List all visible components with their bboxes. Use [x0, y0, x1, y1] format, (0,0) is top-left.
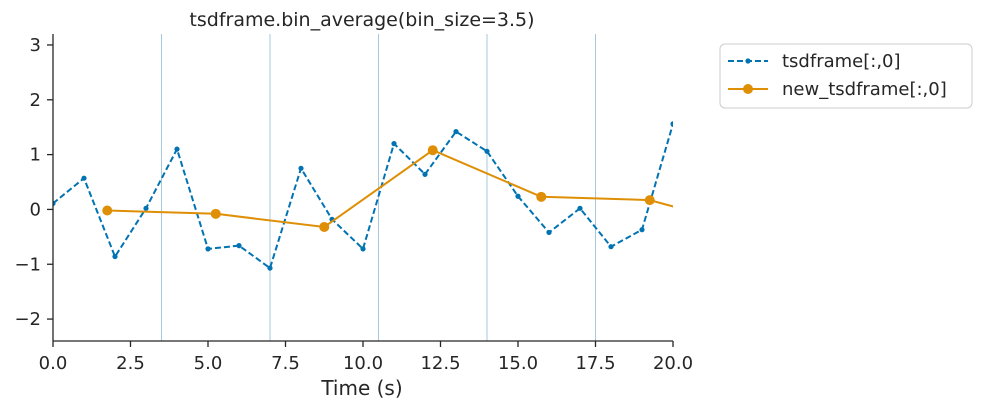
chart-title: tsdframe.bin_average(bin_size=3.5) [189, 9, 534, 31]
series-2-point [427, 145, 438, 156]
series-line-1 [53, 123, 673, 270]
series-1-point [298, 165, 304, 171]
series-1-point [484, 148, 490, 154]
series-1-point [174, 146, 180, 152]
x-tick-label: 0.0 [39, 353, 68, 374]
y-tick-label: −1 [14, 254, 41, 275]
series-group [53, 121, 673, 271]
series-2-point [210, 208, 221, 219]
series-2-point [536, 191, 547, 202]
y-tick-label: −2 [14, 309, 41, 330]
series-1-point [422, 171, 428, 177]
series-2-point [644, 195, 655, 206]
legend-swatch-marker-2 [743, 84, 753, 94]
series-1-point [143, 205, 149, 211]
series-1-point [608, 244, 614, 250]
series-1-point [670, 121, 673, 127]
legend-swatch-marker-1 [745, 58, 751, 64]
series-1-point [360, 246, 366, 252]
legend-label-2: new_tsdframe[:,0] [782, 79, 947, 100]
series-1-point [81, 175, 87, 181]
series-1-point [577, 205, 583, 211]
series-1-point [639, 227, 645, 233]
x-axis-label: Time (s) [320, 376, 402, 400]
x-tick-label: 20.0 [653, 353, 693, 374]
y-tick-label: 2 [30, 90, 41, 111]
series-1-point [236, 243, 242, 249]
y-tick-label: 1 [30, 145, 41, 166]
axes: 0.0 2.5 5.0 7.5 10.0 12.5 15.0 17.5 20.0 −2 −1 0 1 2 3 [14, 34, 693, 374]
series-2-point [102, 205, 113, 216]
x-tick-label: 2.5 [116, 353, 145, 374]
x-tick-label: 17.5 [575, 353, 615, 374]
y-tick-label: 3 [30, 35, 41, 56]
series-1-point [546, 229, 552, 236]
x-tick-label: 10.0 [343, 353, 383, 374]
series-1-point [515, 193, 521, 199]
legend-box [719, 43, 973, 109]
x-tick-label: 15.0 [498, 353, 538, 374]
legend: tsdframe[:,0] new_tsdframe[:,0] [719, 43, 973, 109]
x-tick-label: 12.5 [420, 353, 460, 374]
series-2-point [319, 221, 330, 232]
legend-label-1: tsdframe[:,0] [782, 51, 901, 72]
y-tick-label: 0 [30, 199, 41, 220]
x-tick-label: 5.0 [194, 353, 223, 374]
series-1-point [453, 128, 459, 135]
x-tick-label: 7.5 [271, 353, 300, 374]
series-1-point [267, 265, 273, 271]
series-1-point [112, 253, 118, 260]
series-1-point [205, 246, 211, 252]
series-1-point [391, 141, 397, 147]
